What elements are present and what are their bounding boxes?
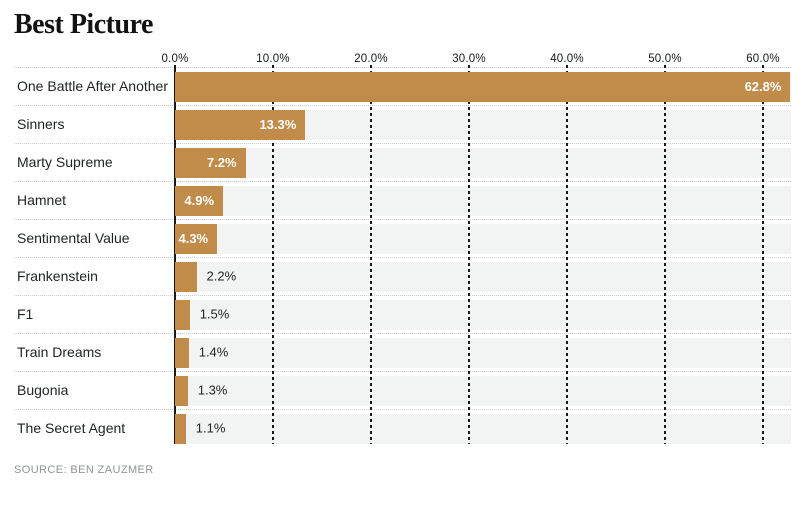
chart-row: Train Dreams 1.4%	[14, 332, 791, 371]
x-tick-label: 40.0%	[550, 52, 584, 65]
x-tick-label: 10.0%	[256, 52, 290, 65]
value-label: 4.3%	[178, 231, 209, 247]
category-label: Sentimental Value	[17, 230, 130, 247]
value-label: 1.5%	[199, 306, 230, 322]
row-plot: 4.9%	[175, 182, 791, 219]
category-label: Frankenstein	[17, 268, 98, 285]
row-plot: 62.8%	[175, 68, 791, 105]
row-plot: 7.2%	[175, 144, 791, 181]
chart-title: Best Picture	[14, 9, 153, 40]
category-label: Bugonia	[17, 382, 69, 399]
x-tick-label: 20.0%	[354, 52, 388, 65]
row-band	[175, 337, 791, 368]
row-plot: 1.4%	[175, 334, 791, 371]
category-label: One Battle After Another	[17, 78, 168, 95]
category-label: Hamnet	[17, 192, 67, 209]
bar: 4.3%	[175, 223, 218, 254]
chart-row: Bugonia 1.3%	[14, 370, 791, 409]
x-tick-label: 30.0%	[452, 52, 486, 65]
chart-row: Sinners 13.3%	[14, 104, 791, 143]
bar	[175, 375, 188, 406]
bar-chart: 0.0% 10.0% 20.0% 30.0% 40.0% 50.0% 60.0% One B…	[14, 48, 791, 447]
row-plot: 1.1%	[175, 410, 791, 447]
bar	[175, 261, 197, 292]
bar: 7.2%	[175, 147, 246, 178]
row-band	[175, 185, 791, 216]
x-tick-label: 60.0%	[746, 52, 780, 65]
x-tick-label: 50.0%	[648, 52, 682, 65]
category-label: F1	[17, 306, 34, 323]
value-label: 2.2%	[206, 268, 237, 284]
value-label: 1.1%	[195, 420, 226, 436]
value-label: 13.3%	[259, 117, 297, 133]
chart-row: Hamnet 4.9%	[14, 180, 791, 219]
value-label: 1.3%	[197, 382, 228, 398]
chart-row: Frankenstein 2.2%	[14, 256, 791, 295]
row-plot: 13.3%	[175, 106, 791, 143]
value-label: 7.2%	[206, 155, 237, 171]
chart-row: One Battle After Another 62.8%	[14, 66, 791, 105]
value-label: 62.8%	[744, 79, 782, 95]
x-axis: 0.0% 10.0% 20.0% 30.0% 40.0% 50.0% 60.0%	[161, 48, 791, 67]
row-band	[175, 375, 791, 406]
category-label: The Secret Agent	[17, 420, 126, 437]
value-label: 4.9%	[184, 193, 215, 209]
chart-row: F1 1.5%	[14, 294, 791, 333]
chart-row: Sentimental Value 4.3%	[14, 218, 791, 257]
bar: 13.3%	[175, 109, 306, 140]
category-label: Sinners	[17, 116, 65, 133]
value-label: 1.4%	[198, 344, 229, 360]
row-band	[175, 147, 791, 178]
bar: 4.9%	[175, 185, 224, 216]
row-plot: 2.2%	[175, 258, 791, 295]
row-plot: 4.3%	[175, 220, 791, 257]
chart-rows: One Battle After Another 62.8% Sinners 13.3…	[14, 64, 791, 447]
source-note: SOURCE: BEN ZAUZMER	[14, 463, 154, 476]
bar: 62.8%	[175, 71, 791, 102]
category-label: Train Dreams	[17, 344, 102, 361]
x-tick-label: 0.0%	[161, 52, 189, 65]
row-band	[175, 261, 791, 292]
bar	[175, 299, 190, 330]
row-plot: 1.3%	[175, 372, 791, 409]
row-band	[175, 223, 791, 254]
bar	[175, 413, 186, 444]
category-label: Marty Supreme	[17, 154, 113, 171]
chart-row: The Secret Agent 1.1%	[14, 408, 791, 447]
chart-row: Marty Supreme 7.2%	[14, 142, 791, 181]
bar	[175, 337, 189, 368]
row-band	[175, 413, 791, 444]
row-band	[175, 299, 791, 330]
row-plot: 1.5%	[175, 296, 791, 333]
